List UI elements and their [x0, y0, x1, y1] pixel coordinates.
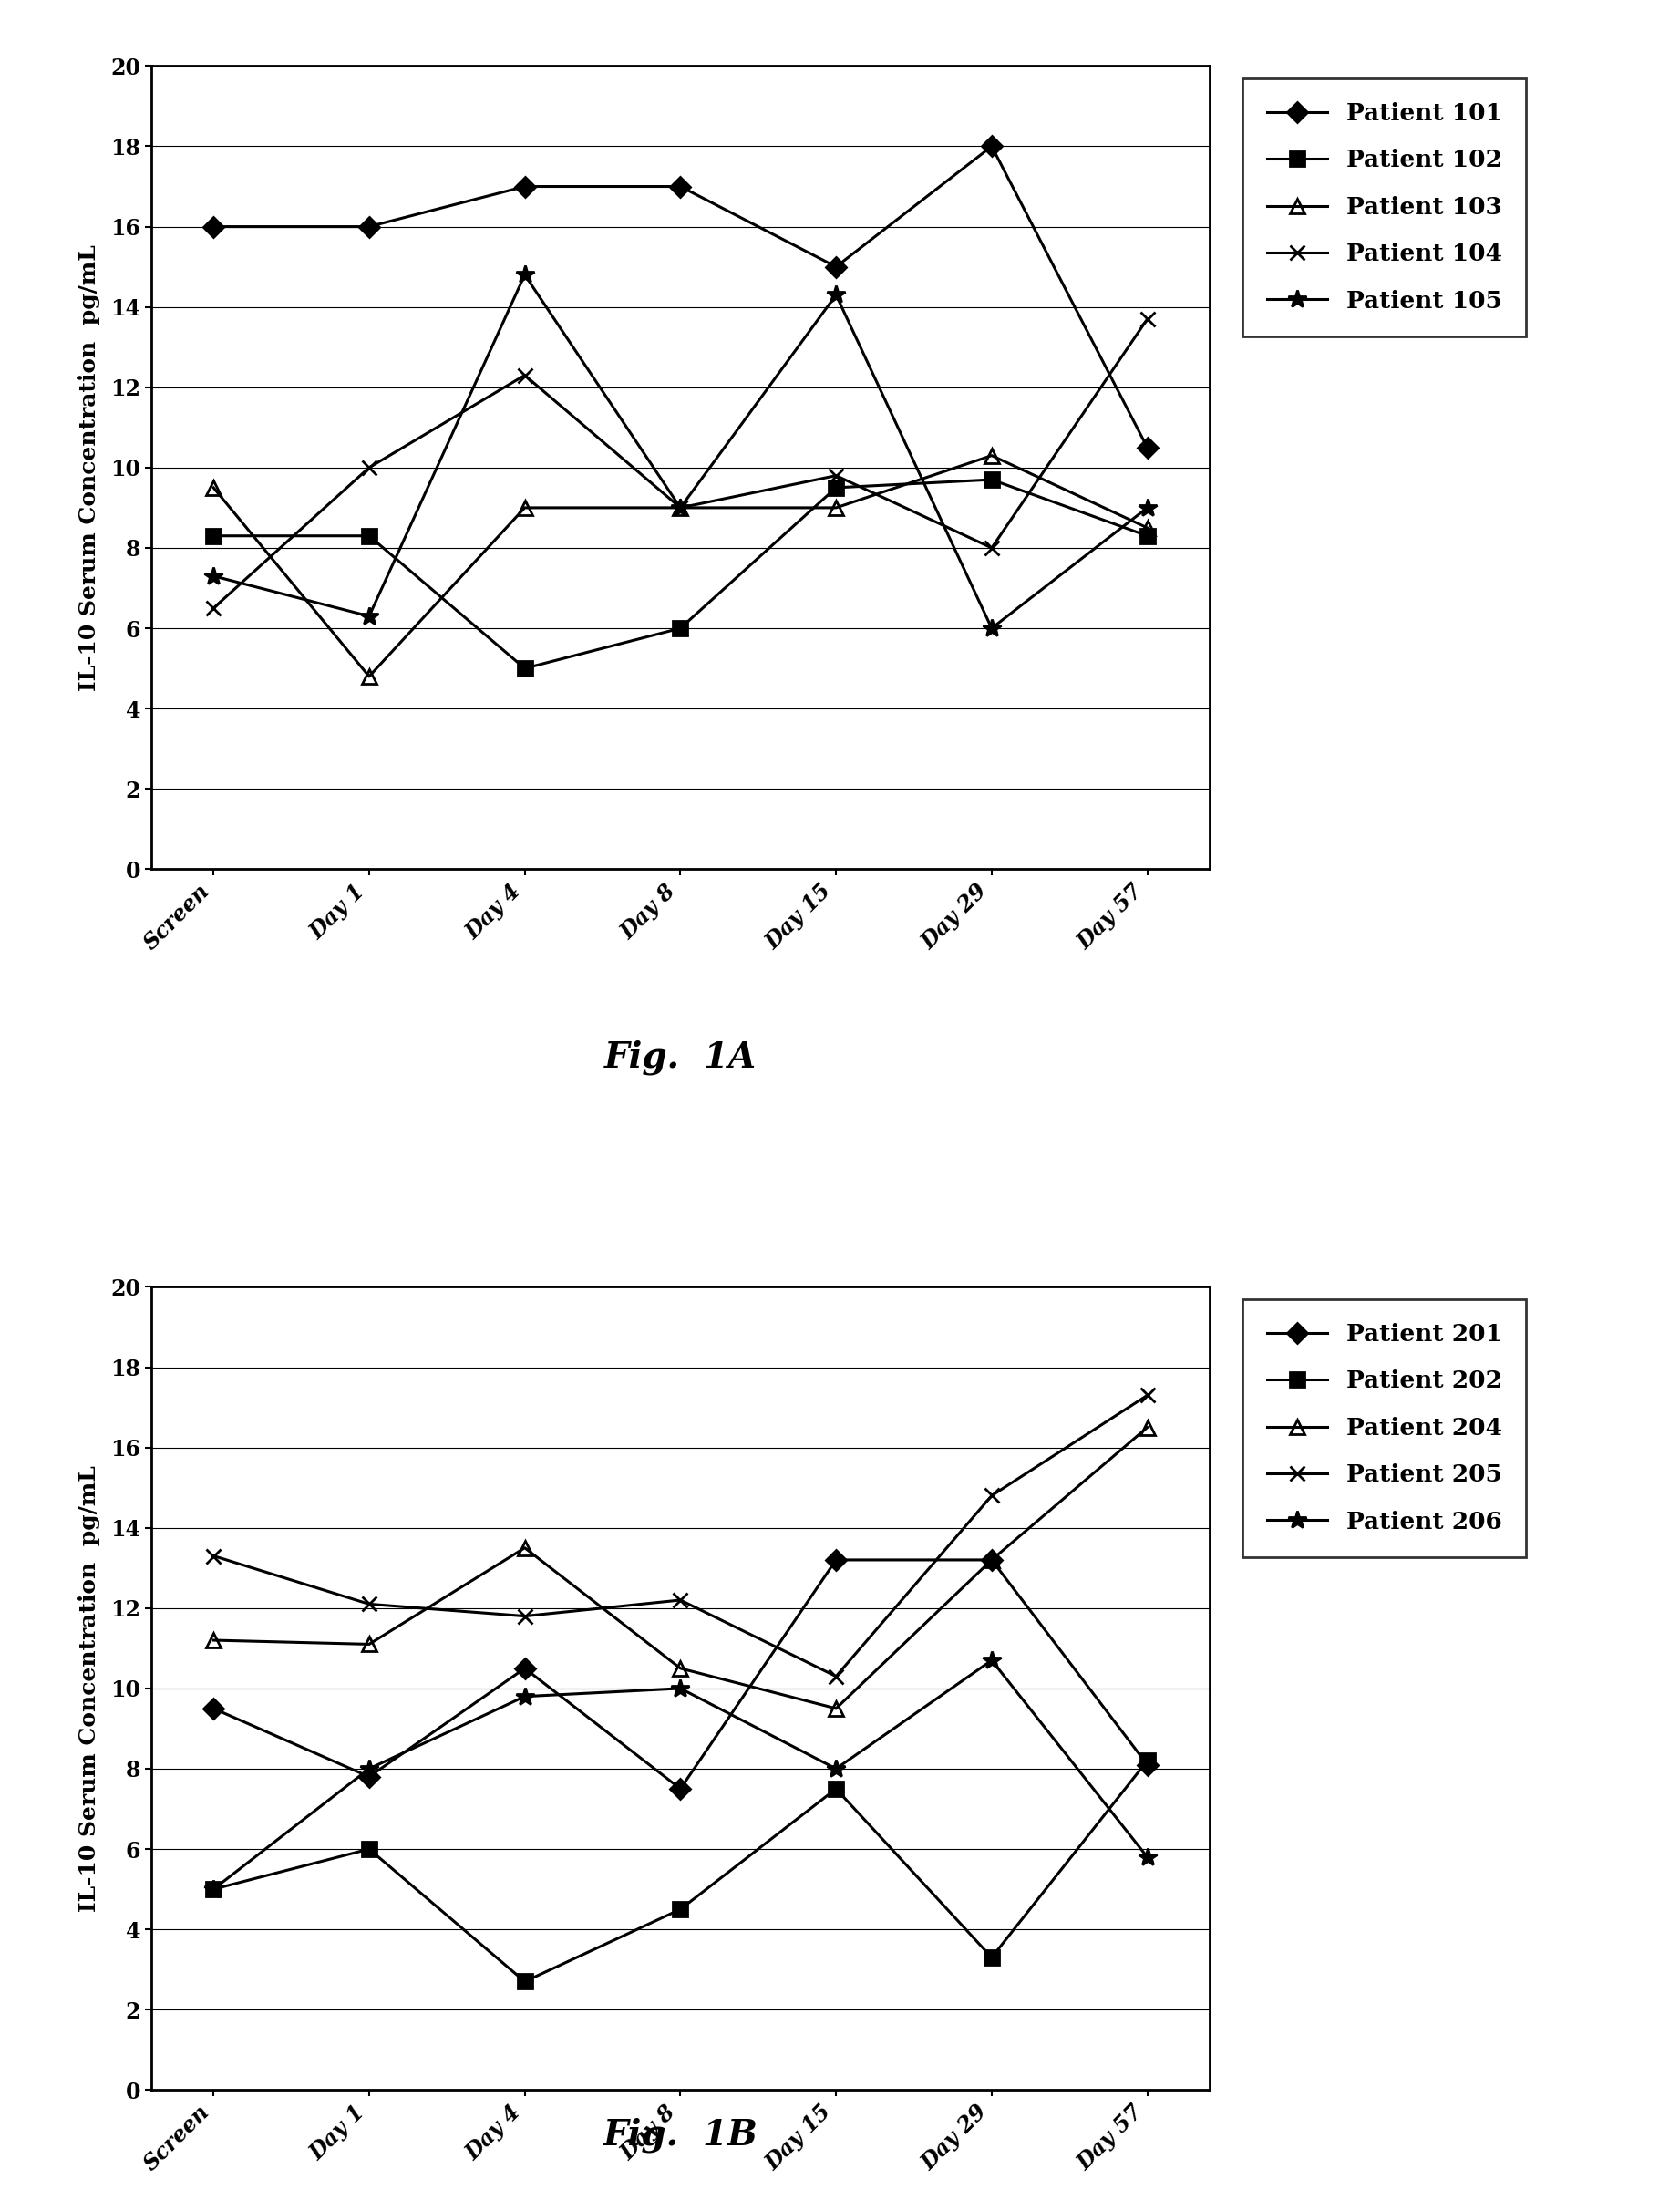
- Patient 103: [514, 495, 534, 521]
- Patient 102: [827, 475, 847, 502]
- Patient 105: [1137, 495, 1158, 521]
- Patient 201: [1137, 1751, 1158, 1778]
- Patient 205: [203, 1542, 223, 1569]
- Patient 201: [360, 1764, 380, 1791]
- Patient 204: [827, 1696, 847, 1723]
- Patient 105: [203, 563, 223, 590]
- Patient 205: [670, 1586, 690, 1613]
- Patient 205: [827, 1663, 847, 1690]
- Y-axis label: IL-10 Serum Concentration  pg/mL: IL-10 Serum Concentration pg/mL: [79, 244, 101, 691]
- Patient 102: [670, 616, 690, 642]
- Patient 105: [670, 495, 690, 521]
- Patient 206: [514, 1683, 534, 1709]
- Patient 102: [360, 524, 380, 550]
- Line: Patient 103: Patient 103: [207, 449, 1154, 684]
- Line: Patient 102: Patient 102: [207, 473, 1154, 675]
- Patient 202: [203, 1877, 223, 1903]
- Patient 201: [203, 1696, 223, 1723]
- Patient 206: [1137, 1844, 1158, 1870]
- Patient 101: [981, 134, 1001, 161]
- Patient 104: [1137, 306, 1158, 332]
- Patient 103: [827, 495, 847, 521]
- Patient 202: [1137, 1747, 1158, 1773]
- Patient 206: [981, 1648, 1001, 1674]
- Patient 103: [981, 442, 1001, 469]
- Patient 105: [360, 603, 380, 629]
- Patient 104: [981, 535, 1001, 561]
- Patient 101: [670, 174, 690, 200]
- Patient 202: [514, 1969, 534, 1995]
- Patient 104: [203, 594, 223, 620]
- Y-axis label: IL-10 Serum Concentration  pg/mL: IL-10 Serum Concentration pg/mL: [79, 1465, 101, 1912]
- Line: Patient 104: Patient 104: [207, 312, 1154, 616]
- Patient 104: [514, 363, 534, 389]
- Patient 205: [1137, 1382, 1158, 1408]
- Patient 202: [827, 1775, 847, 1802]
- Patient 105: [981, 616, 1001, 642]
- Legend: Patient 101, Patient 102, Patient 103, Patient 104, Patient 105: Patient 101, Patient 102, Patient 103, P…: [1243, 77, 1525, 337]
- Line: Patient 205: Patient 205: [207, 1388, 1154, 1683]
- Patient 104: [360, 455, 380, 482]
- Line: Patient 101: Patient 101: [207, 139, 1154, 455]
- Patient 204: [360, 1630, 380, 1657]
- Patient 103: [360, 662, 380, 689]
- Patient 101: [360, 213, 380, 240]
- Patient 201: [670, 1775, 690, 1802]
- Patient 202: [670, 1896, 690, 1923]
- Patient 201: [827, 1547, 847, 1573]
- Patient 206: [360, 1756, 380, 1782]
- Patient 206: [203, 1877, 223, 1903]
- Patient 101: [203, 213, 223, 240]
- Patient 204: [670, 1654, 690, 1681]
- Patient 102: [514, 656, 534, 682]
- Patient 102: [981, 466, 1001, 493]
- Patient 104: [827, 462, 847, 488]
- Line: Patient 201: Patient 201: [207, 1553, 1154, 1795]
- Patient 201: [514, 1654, 534, 1681]
- Patient 206: [670, 1674, 690, 1701]
- Legend: Patient 201, Patient 202, Patient 204, Patient 205, Patient 206: Patient 201, Patient 202, Patient 204, P…: [1243, 1298, 1525, 1558]
- Patient 103: [670, 495, 690, 521]
- Patient 205: [981, 1483, 1001, 1509]
- Patient 102: [203, 524, 223, 550]
- Patient 101: [1137, 433, 1158, 460]
- Patient 202: [981, 1945, 1001, 1971]
- Patient 105: [827, 282, 847, 308]
- Line: Patient 202: Patient 202: [207, 1753, 1154, 1989]
- Text: Fig.  1B: Fig. 1B: [603, 2119, 758, 2154]
- Line: Patient 204: Patient 204: [207, 1421, 1154, 1716]
- Patient 204: [1137, 1415, 1158, 1441]
- Patient 103: [1137, 515, 1158, 541]
- Patient 101: [827, 253, 847, 279]
- Patient 204: [981, 1547, 1001, 1573]
- Patient 201: [981, 1547, 1001, 1573]
- Line: Patient 206: Patient 206: [203, 1650, 1158, 1899]
- Patient 204: [514, 1536, 534, 1562]
- Text: Fig.  1A: Fig. 1A: [605, 1041, 756, 1076]
- Patient 102: [1137, 524, 1158, 550]
- Patient 103: [203, 475, 223, 502]
- Line: Patient 105: Patient 105: [203, 266, 1158, 638]
- Patient 104: [670, 495, 690, 521]
- Patient 204: [203, 1628, 223, 1654]
- Patient 101: [514, 174, 534, 200]
- Patient 206: [827, 1756, 847, 1782]
- Patient 105: [514, 262, 534, 288]
- Patient 202: [360, 1835, 380, 1861]
- Patient 205: [360, 1591, 380, 1617]
- Patient 205: [514, 1604, 534, 1630]
